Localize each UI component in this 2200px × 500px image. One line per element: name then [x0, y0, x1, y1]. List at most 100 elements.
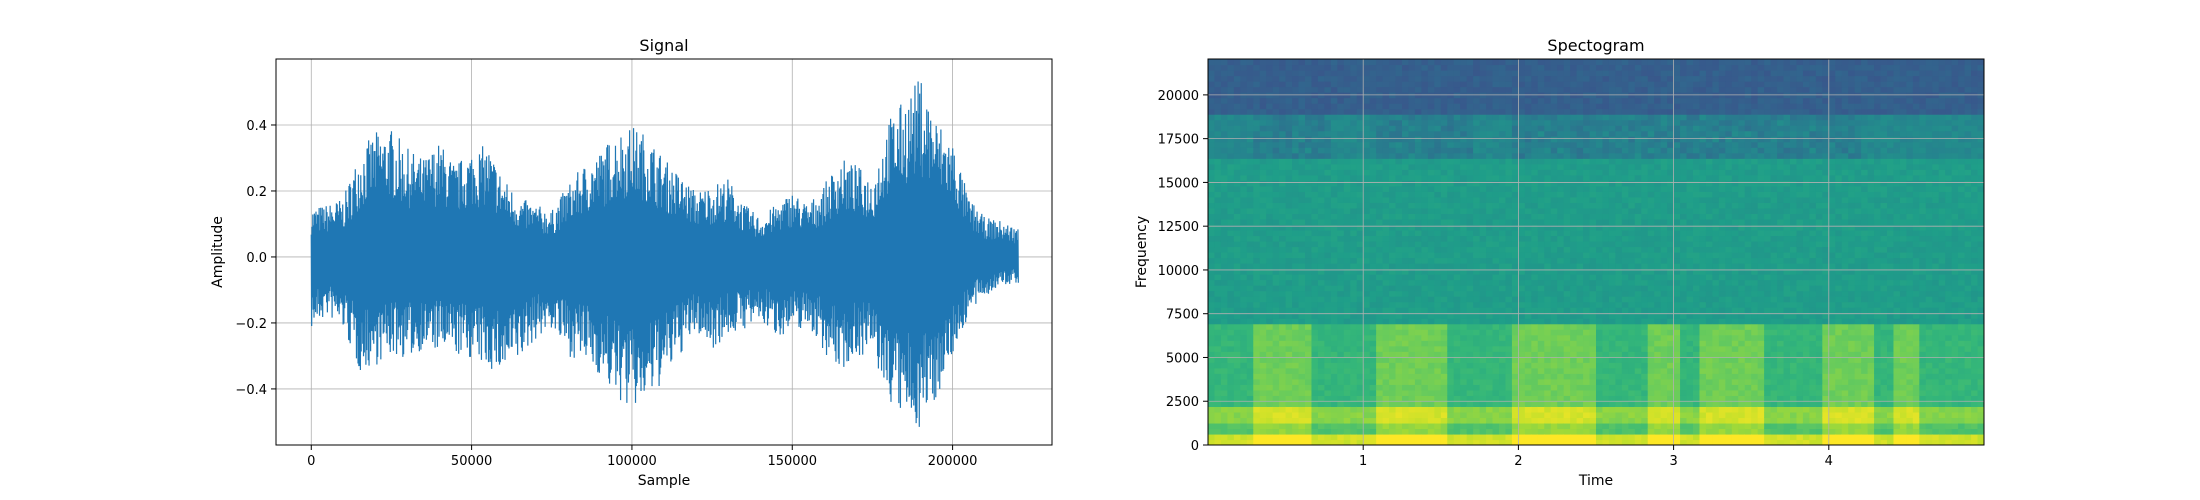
spectrogram-cell	[1395, 240, 1403, 248]
spectrogram-cell	[1492, 224, 1500, 231]
spectrogram-cell	[1395, 384, 1403, 391]
spectrogram-cell	[1621, 263, 1629, 270]
spectrogram-cell	[1511, 296, 1519, 303]
spectrogram-cell	[1408, 274, 1416, 281]
spectrogram-cell	[1628, 367, 1636, 374]
spectrogram-cell	[1376, 174, 1384, 181]
spectrogram-cell	[1208, 362, 1216, 369]
spectrogram-cell	[1628, 274, 1636, 281]
spectrogram-cell	[1557, 367, 1565, 374]
spectrogram-cell	[1486, 229, 1494, 237]
spectrogram-cell	[1634, 213, 1642, 220]
spectrogram-cell	[1447, 296, 1455, 303]
spectrogram-cell	[1537, 384, 1545, 391]
spectrogram-cell	[1214, 224, 1222, 231]
spectrogram-cell	[1240, 439, 1248, 445]
spectrogram-cell	[1473, 395, 1481, 402]
spectrogram-cell	[1499, 263, 1507, 270]
spectrogram-cell	[1589, 389, 1597, 396]
spectrogram-cell	[1279, 213, 1287, 220]
spectrogram-cell	[1563, 218, 1571, 226]
spectrogram-cell	[1473, 439, 1481, 445]
spectrogram-cell	[1208, 130, 1216, 137]
spectrogram-cell	[1505, 75, 1513, 82]
spectrogram-cell	[1641, 136, 1649, 143]
spectrogram-cell	[1460, 268, 1468, 275]
spectrogram-cell	[1395, 136, 1403, 143]
spectrogram-cell	[1602, 411, 1610, 419]
spectrogram-cell	[1524, 395, 1532, 402]
spectrogram-cell	[1408, 411, 1416, 419]
spectrogram-cell	[1615, 147, 1623, 154]
spectrogram-cell	[1266, 97, 1274, 104]
spectrogram-cell	[1453, 263, 1461, 270]
spectrogram-cell	[1311, 279, 1319, 286]
spectrogram-cell	[1641, 147, 1649, 154]
spectrogram-cell	[1654, 345, 1662, 352]
spectrogram-cell	[1350, 130, 1358, 137]
spectrogram-cell	[1427, 169, 1435, 176]
spectrogram-cell	[1272, 318, 1280, 325]
spectrogram-cell	[1550, 268, 1558, 275]
spectrogram-cell	[1233, 130, 1241, 137]
spectrogram-cell	[1524, 136, 1532, 143]
spectrogram-cell	[1466, 59, 1474, 66]
spectrogram-cell	[1596, 362, 1604, 369]
spectrogram-cell	[1227, 59, 1235, 66]
spectrogram-cell	[1499, 268, 1507, 275]
spectrogram-cell	[1453, 268, 1461, 275]
spectrogram-cell	[1395, 301, 1403, 308]
spectrogram-cell	[1272, 290, 1280, 297]
spectrogram-cell	[1376, 367, 1384, 374]
spectrogram-cell	[1208, 119, 1216, 126]
spectrogram-cell	[1544, 422, 1552, 430]
spectrogram-cell	[1285, 400, 1293, 407]
spectrogram-cell	[1660, 147, 1668, 154]
spectrogram-cell	[1356, 191, 1364, 198]
spectrogram-cell	[1356, 290, 1364, 297]
spectrogram-cell	[1382, 191, 1390, 198]
spectrogram-cell	[1389, 345, 1397, 352]
spectrogram-cell	[1466, 169, 1474, 176]
spectrogram-cell	[1447, 103, 1455, 110]
spectrogram-cell	[1440, 257, 1448, 264]
spectrogram-cell	[1473, 345, 1481, 352]
spectrogram-cell	[1350, 356, 1358, 363]
spectrogram-cell	[1557, 268, 1565, 275]
spectrogram-cell	[1486, 114, 1494, 121]
spectrogram-cell	[1382, 345, 1390, 352]
spectrogram-cell	[1279, 185, 1287, 192]
spectrogram-cell	[1518, 196, 1526, 203]
spectrogram-cell	[1279, 130, 1287, 137]
spectrogram-cell	[1330, 395, 1338, 402]
spectrogram-cell	[1208, 400, 1216, 407]
spectrogram-cell	[1660, 312, 1668, 319]
spectrogram-cell	[1382, 81, 1390, 88]
spectrogram-cell	[1570, 119, 1578, 126]
spectrogram-cell	[1537, 318, 1545, 325]
spectrogram-cell	[1615, 103, 1623, 110]
spectrogram-cell	[1440, 384, 1448, 391]
spectrogram-cell	[1421, 351, 1429, 358]
spectrogram-cell	[1330, 81, 1338, 88]
spectrogram-cell	[1421, 163, 1429, 170]
spectrogram-cell	[1298, 240, 1306, 248]
spectrogram-cell	[1343, 130, 1351, 137]
signal-x-tick-label: 100000	[607, 454, 657, 469]
spectrogram-cell	[1589, 191, 1597, 198]
spectrogram-cell	[1602, 433, 1610, 441]
spectrogram-cell	[1434, 329, 1442, 336]
spectrogram-cell	[1382, 196, 1390, 203]
spectrogram-cell	[1402, 86, 1410, 93]
spectrogram-cell	[1233, 340, 1241, 347]
spectrogram-cell	[1621, 301, 1629, 308]
spectrogram-cell	[1615, 141, 1623, 148]
spectrogram-cell	[1531, 163, 1539, 170]
signal-y-tick-label: 0.0	[246, 251, 267, 266]
spectrogram-cell	[1259, 318, 1267, 325]
spectrogram-cell	[1531, 191, 1539, 198]
spectrogram-cell	[1330, 196, 1338, 203]
spectrogram-cell	[1544, 329, 1552, 336]
spectrogram-cell	[1621, 207, 1629, 214]
spectrogram-cell	[1240, 119, 1248, 126]
